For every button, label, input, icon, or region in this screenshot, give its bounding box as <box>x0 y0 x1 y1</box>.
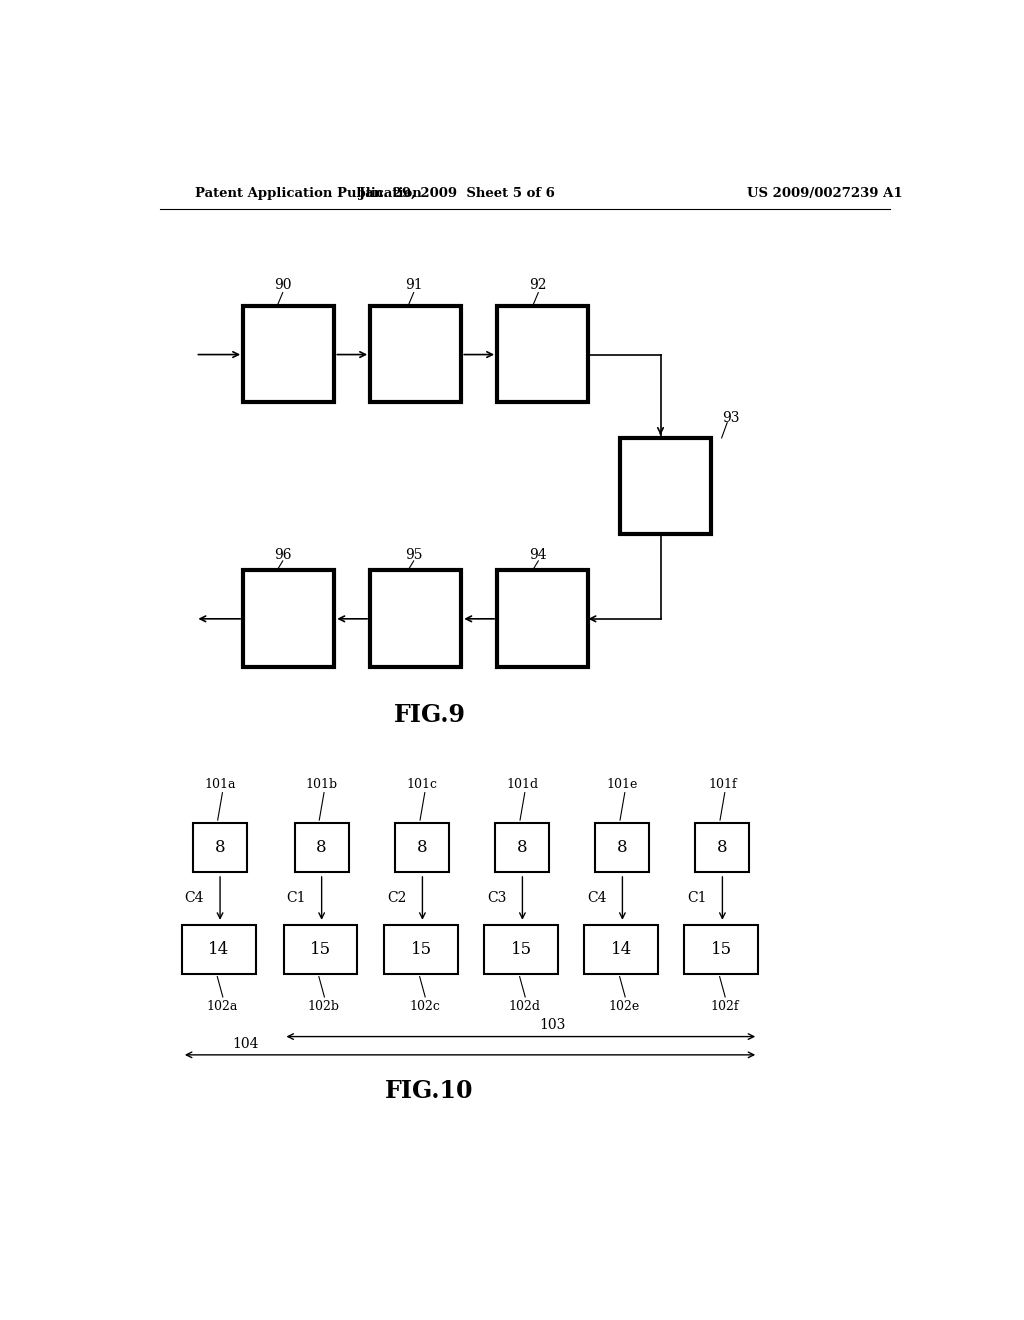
Bar <box>243 570 334 667</box>
Text: FIG.9: FIG.9 <box>393 704 466 727</box>
Bar <box>695 824 750 873</box>
Text: C1: C1 <box>287 891 306 906</box>
Text: 102a: 102a <box>207 999 238 1012</box>
Bar <box>620 438 712 535</box>
Bar <box>585 925 658 974</box>
Text: 101a: 101a <box>205 777 236 791</box>
Text: 96: 96 <box>274 548 292 562</box>
Bar <box>384 925 458 974</box>
Bar <box>243 306 334 403</box>
Bar <box>194 824 247 873</box>
Text: 15: 15 <box>310 941 331 957</box>
Text: 103: 103 <box>540 1019 566 1032</box>
Text: 15: 15 <box>511 941 531 957</box>
Text: 8: 8 <box>417 840 428 855</box>
Bar <box>284 925 357 974</box>
Text: 8: 8 <box>215 840 225 855</box>
Bar <box>182 925 256 974</box>
Text: 15: 15 <box>711 941 732 957</box>
Text: 101d: 101d <box>506 777 539 791</box>
Text: 102b: 102b <box>307 999 340 1012</box>
Text: 92: 92 <box>529 279 547 293</box>
Text: FIG.10: FIG.10 <box>385 1080 474 1104</box>
Text: C1: C1 <box>687 891 707 906</box>
Bar <box>595 824 649 873</box>
Text: 101c: 101c <box>407 777 438 791</box>
Text: 90: 90 <box>274 279 292 293</box>
Bar <box>370 570 461 667</box>
Bar <box>496 824 550 873</box>
Text: 91: 91 <box>404 279 423 293</box>
Bar <box>684 925 758 974</box>
Bar <box>295 824 348 873</box>
Text: 8: 8 <box>717 840 728 855</box>
Bar <box>497 570 589 667</box>
Text: 15: 15 <box>411 941 432 957</box>
Bar <box>497 306 589 403</box>
Text: 93: 93 <box>722 411 740 425</box>
Text: 8: 8 <box>316 840 327 855</box>
Text: 8: 8 <box>617 840 628 855</box>
Text: C3: C3 <box>487 891 507 906</box>
Text: C4: C4 <box>184 891 204 906</box>
Bar <box>370 306 461 403</box>
Text: US 2009/0027239 A1: US 2009/0027239 A1 <box>748 187 902 201</box>
Text: 8: 8 <box>517 840 527 855</box>
Text: 101f: 101f <box>708 777 736 791</box>
Text: Jan. 29, 2009  Sheet 5 of 6: Jan. 29, 2009 Sheet 5 of 6 <box>359 187 555 201</box>
Text: 14: 14 <box>208 941 229 957</box>
Bar <box>395 824 450 873</box>
Text: 94: 94 <box>529 548 547 562</box>
Text: 14: 14 <box>610 941 632 957</box>
Text: Patent Application Publication: Patent Application Publication <box>196 187 422 201</box>
Text: 104: 104 <box>232 1036 259 1051</box>
Text: C2: C2 <box>387 891 407 906</box>
Text: 102f: 102f <box>710 999 738 1012</box>
Bar <box>484 925 558 974</box>
Text: 101e: 101e <box>607 777 638 791</box>
Text: 102c: 102c <box>409 999 440 1012</box>
Text: 101b: 101b <box>305 777 338 791</box>
Text: 95: 95 <box>404 548 423 562</box>
Text: 102d: 102d <box>508 999 541 1012</box>
Text: C4: C4 <box>587 891 606 906</box>
Text: 102e: 102e <box>609 999 640 1012</box>
